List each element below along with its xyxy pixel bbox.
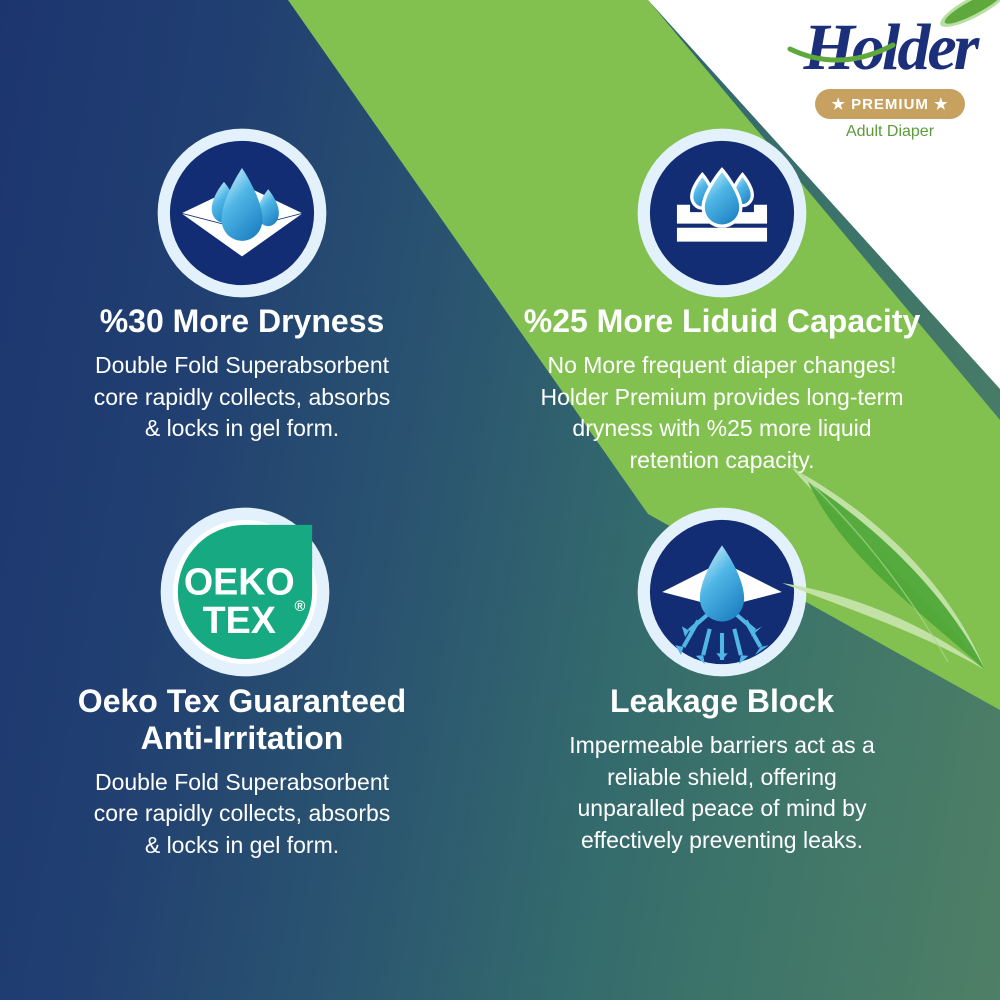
svg-text:OEKO: OEKO	[184, 560, 295, 602]
svg-text:TEX: TEX	[203, 599, 276, 641]
svg-text:®: ®	[294, 599, 305, 615]
